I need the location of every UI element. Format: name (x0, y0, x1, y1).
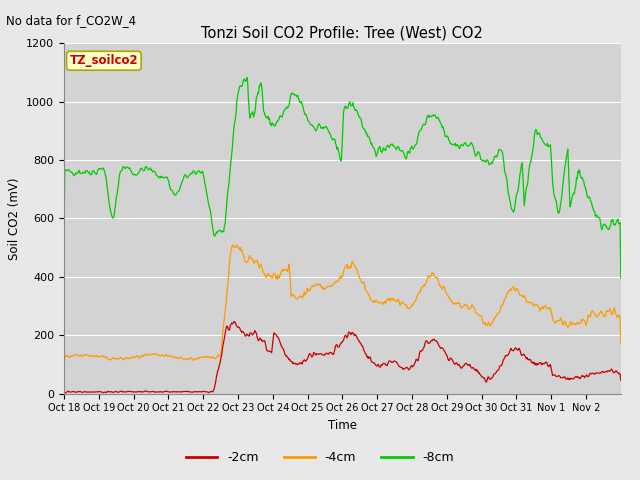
-8cm (243, 75, 251, 81)
-2cm (257, 336, 264, 342)
-2cm (228, 321, 236, 327)
-4cm (125, 355, 133, 361)
-2cm (401, 365, 409, 371)
-4cm (401, 301, 408, 307)
Title: Tonzi Soil CO2 Profile: Tree (West) CO2: Tonzi Soil CO2 Profile: Tree (West) CO2 (202, 25, 483, 41)
-8cm (60, 242, 68, 248)
Text: TZ_soilco2: TZ_soilco2 (70, 54, 138, 67)
X-axis label: Time: Time (328, 419, 357, 432)
Legend: -2cm, -4cm, -8cm: -2cm, -4cm, -8cm (181, 446, 459, 469)
-8cm (277, 113, 285, 119)
-8cm (256, 83, 264, 89)
-8cm (401, 152, 408, 158)
-8cm (228, 151, 236, 157)
-8cm (617, 275, 625, 281)
-2cm (60, 390, 68, 396)
Line: -2cm: -2cm (64, 322, 621, 393)
-2cm (278, 344, 285, 349)
Line: -4cm: -4cm (64, 245, 621, 369)
-2cm (126, 389, 134, 395)
-2cm (61, 390, 69, 396)
-4cm (60, 366, 68, 372)
-2cm (230, 319, 237, 324)
-4cm (256, 264, 264, 269)
-2cm (433, 338, 440, 344)
Line: -8cm: -8cm (64, 78, 621, 278)
-4cm (228, 242, 236, 248)
Y-axis label: Soil CO2 (mV): Soil CO2 (mV) (8, 177, 20, 260)
-8cm (125, 165, 133, 170)
-4cm (277, 270, 285, 276)
-4cm (228, 244, 236, 250)
-8cm (432, 114, 440, 120)
Text: No data for f_CO2W_4: No data for f_CO2W_4 (6, 14, 136, 27)
-2cm (617, 377, 625, 383)
-4cm (432, 275, 440, 281)
-4cm (617, 341, 625, 347)
